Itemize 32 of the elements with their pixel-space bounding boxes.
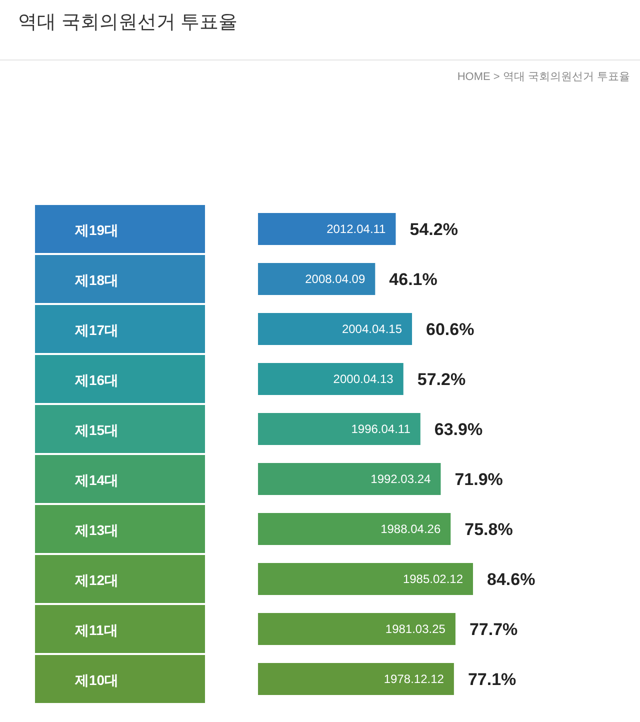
data-label: 57.2% <box>417 370 466 389</box>
y-tick-label: 제15대 <box>74 422 119 438</box>
y-tick-label: 제19대 <box>74 222 119 238</box>
annotation: 2004.04.15 <box>342 322 402 336</box>
data-label: 77.1% <box>468 670 516 689</box>
annotation: 1996.04.11 <box>351 422 411 436</box>
annotation: 1988.04.26 <box>380 522 441 536</box>
data-label: 84.6% <box>487 570 536 589</box>
annotation: 1978.12.12 <box>384 672 444 686</box>
annotation: 1992.03.24 <box>370 472 432 486</box>
text: HOME > 역대 국회의원선거 투표율 <box>457 71 630 83</box>
chart-title: 역대 국회의원선거 투표율 <box>18 12 238 33</box>
data-label: 46.1% <box>389 270 438 289</box>
y-tick-label: 제10대 <box>74 672 119 688</box>
annotation: 1981.03.25 <box>385 622 446 636</box>
y-tick-label: 제14대 <box>74 472 119 488</box>
y-tick-label: 제18대 <box>74 272 119 288</box>
y-tick-label: 제16대 <box>74 372 119 388</box>
annotation: 1985.02.12 <box>402 572 464 586</box>
data-label: 63.9% <box>434 420 483 439</box>
data-label: 75.8% <box>464 520 513 539</box>
data-label: 71.9% <box>454 470 503 489</box>
data-label: 77.7% <box>469 620 518 639</box>
y-tick-label: 제11대 <box>74 622 118 638</box>
annotation: 2008.04.09 <box>305 272 366 286</box>
y-tick-label: 제13대 <box>74 522 119 538</box>
data-label: 60.6% <box>426 320 474 339</box>
y-tick-label: 제17대 <box>74 322 119 338</box>
data-label: 54.2% <box>410 220 458 239</box>
annotation: 2000.04.13 <box>333 372 394 386</box>
y-tick-label: 제12대 <box>74 572 119 588</box>
annotation: 2012.04.11 <box>326 222 386 236</box>
